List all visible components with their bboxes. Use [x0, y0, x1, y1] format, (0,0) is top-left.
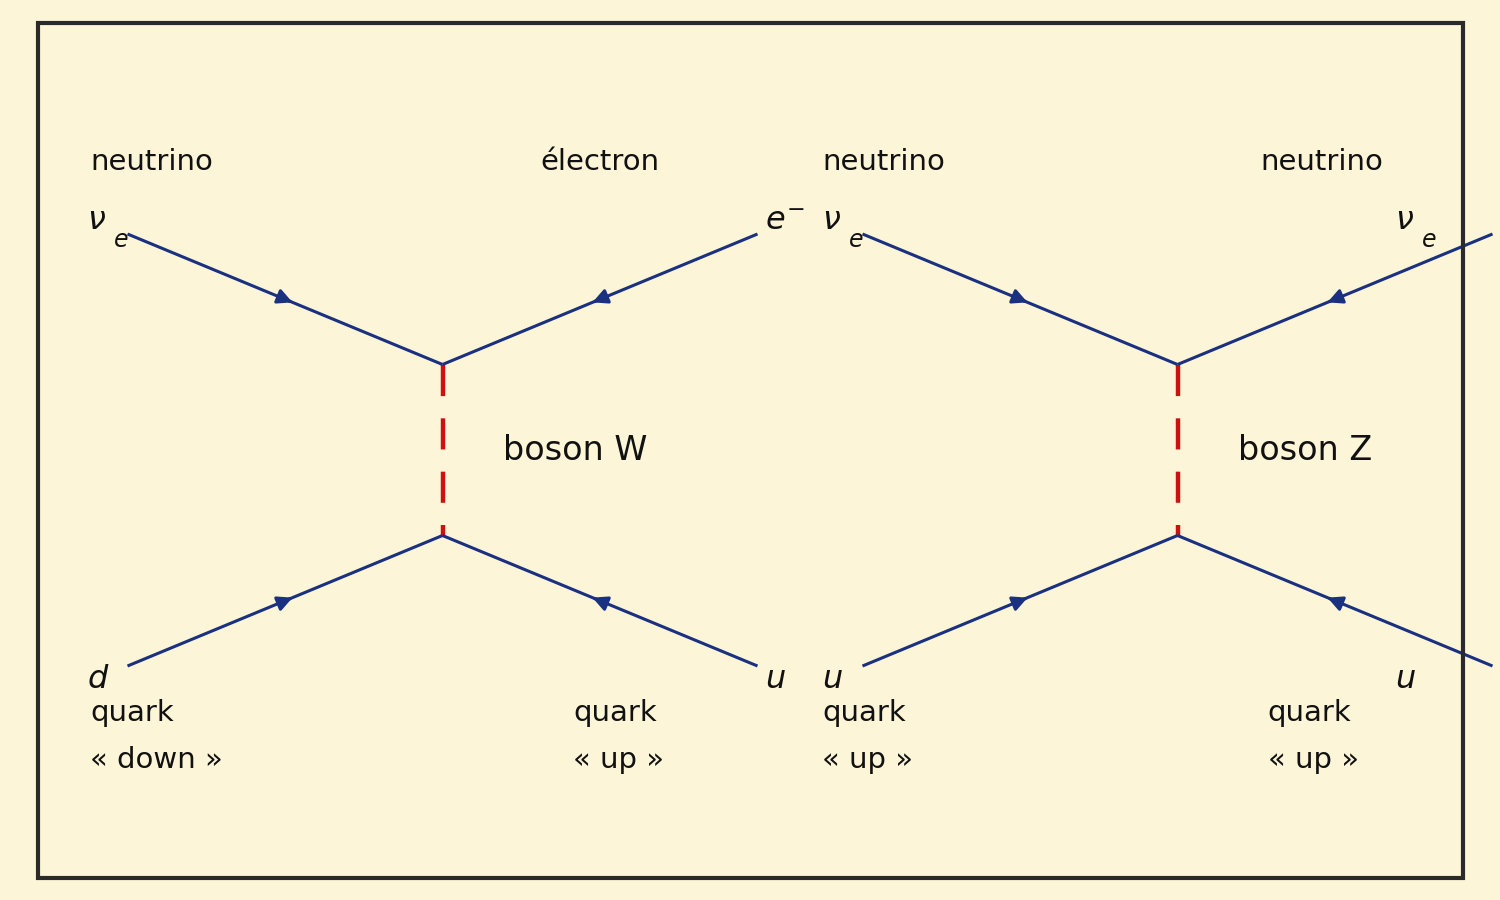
Text: e: e [849, 229, 864, 252]
Text: $u$: $u$ [1395, 664, 1416, 695]
Text: « up »: « up » [1268, 746, 1359, 775]
Text: neutrino: neutrino [822, 148, 945, 176]
Text: quark: quark [573, 698, 657, 727]
Text: $\nu$: $\nu$ [1395, 205, 1414, 236]
Text: « down »: « down » [90, 746, 222, 775]
Text: « up »: « up » [822, 746, 914, 775]
Text: quark: quark [90, 698, 174, 727]
Text: boson W: boson W [503, 434, 646, 466]
Text: $\nu$: $\nu$ [822, 205, 842, 236]
Text: $e^{-}$: $e^{-}$ [765, 205, 804, 236]
Text: e: e [1422, 229, 1437, 252]
Text: quark: quark [822, 698, 906, 727]
Text: $d$: $d$ [87, 664, 109, 695]
Text: neutrino: neutrino [90, 148, 213, 176]
Text: neutrino: neutrino [1260, 148, 1383, 176]
Text: e: e [114, 229, 129, 252]
Text: électron: électron [540, 148, 658, 176]
Text: $u$: $u$ [822, 664, 843, 695]
Text: quark: quark [1268, 698, 1352, 727]
Text: $u$: $u$ [765, 664, 786, 695]
Text: $\nu$: $\nu$ [87, 205, 106, 236]
Text: boson Z: boson Z [1238, 434, 1371, 466]
Text: « up »: « up » [573, 746, 664, 775]
